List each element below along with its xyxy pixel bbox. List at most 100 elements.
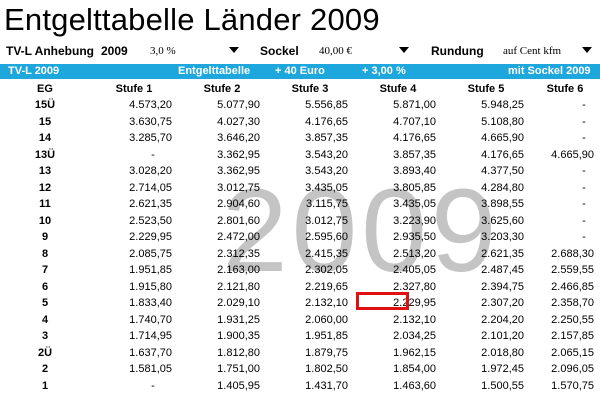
table-cell: 2.302,05 <box>305 264 348 277</box>
table-cell: - <box>582 181 586 194</box>
year-watermark: 2009 <box>222 165 501 297</box>
table-cell: 2.523,50 <box>129 214 172 227</box>
table-cell: - <box>582 165 586 178</box>
table-cell: 4.027,30 <box>217 115 260 128</box>
table-header-row: EG Stufe 1 Stufe 2 Stufe 3 Stufe 4 Stufe… <box>0 81 600 97</box>
anhebung-dropdown-icon[interactable] <box>229 47 239 53</box>
table-cell: 1.833,40 <box>129 297 172 310</box>
sockel-dropdown-icon[interactable] <box>399 47 409 53</box>
table-row: 10 2.523,50 2.801,60 3.012,75 3.223,90 3.625,… <box>0 213 600 230</box>
table-cell: 1.802,50 <box>305 363 348 376</box>
table-cell: 3.630,75 <box>129 115 172 128</box>
table-cell: 3.898,55 <box>481 198 524 211</box>
table-cell: 3.805,85 <box>393 181 436 194</box>
table-cell: 4.176,65 <box>305 115 348 128</box>
table-row: 12 2.714,05 3.012,75 3.435,05 3.805,85 4.284,… <box>0 180 600 197</box>
table-row: 15Ü 4.573,20 5.077,90 5.556,85 5.871,00 5.948… <box>0 97 600 114</box>
table-cell: - <box>582 99 586 112</box>
eg-cell: 12 <box>38 181 52 194</box>
eg-cell: 6 <box>41 280 49 293</box>
table-cell: 3.028,20 <box>129 165 172 178</box>
table-cell: 2.065,15 <box>551 346 594 359</box>
table-cell: 2.394,75 <box>481 280 524 293</box>
table-cell: 5.108,80 <box>481 115 524 128</box>
table-cell: 2.466,85 <box>551 280 594 293</box>
table-cell: 1.405,95 <box>217 379 260 392</box>
eg-cell: 15 <box>38 115 52 128</box>
table-cell: 2.219,65 <box>305 280 348 293</box>
eg-cell: 8 <box>41 247 49 260</box>
table-cell: 2.307,20 <box>481 297 524 310</box>
column-header: EG <box>37 83 53 95</box>
table-cell: 1.570,75 <box>551 379 594 392</box>
table-row: 8 2.085,75 2.312,35 2.415,35 2.513,20 2.621,3… <box>0 246 600 263</box>
eg-cell: 9 <box>41 231 49 244</box>
table-header-bar: TV-L 2009 Entgelttabelle + 40 Euro + 3,0… <box>0 64 600 79</box>
table-cell: 2.132,10 <box>305 297 348 310</box>
header-plus-euro: + 40 Euro <box>275 65 325 77</box>
table-cell: - <box>582 214 586 227</box>
table-cell: - <box>582 132 586 145</box>
salary-table: EG Stufe 1 Stufe 2 Stufe 3 Stufe 4 Stufe… <box>0 81 600 394</box>
table-cell: 2.935,50 <box>393 231 436 244</box>
table-cell: 3.435,05 <box>393 198 436 211</box>
page-title: Entgelttabelle Länder 2009 <box>4 2 380 37</box>
controls-bar: TV-L Anhebung 2009 3,0 % Sockel 40,00 € … <box>0 40 600 62</box>
table-cell: 1.812,80 <box>217 346 260 359</box>
column-header: Stufe 1 <box>115 83 153 95</box>
table-cell: 4.665,90 <box>551 148 594 161</box>
table-cell: 1.751,00 <box>217 363 260 376</box>
column-header: Stufe 3 <box>291 83 329 95</box>
table-row: 3 1.714,95 1.900,35 1.951,85 2.034,25 2.101,2… <box>0 328 600 345</box>
sockel-select-value[interactable]: 40,00 € <box>319 45 352 57</box>
table-cell: 4.176,65 <box>393 132 436 145</box>
table-cell: 3.285,70 <box>129 132 172 145</box>
rundung-label: Rundung <box>431 44 484 58</box>
table-cell: 1.740,70 <box>129 313 172 326</box>
eg-cell: 11 <box>39 198 51 211</box>
table-row: 6 1.915,80 2.121,80 2.219,65 2.327,80 2.394,7… <box>0 279 600 296</box>
column-header: Stufe 6 <box>546 83 584 95</box>
column-header: Stufe 5 <box>467 83 505 95</box>
eg-cell: 2Ü <box>37 346 53 359</box>
table-cell: 2.904,60 <box>217 198 260 211</box>
table-cell: 2.157,85 <box>551 330 594 343</box>
table-cell: - <box>582 231 586 244</box>
table-cell: 3.223,90 <box>393 214 436 227</box>
table-cell: 2.132,10 <box>393 313 436 326</box>
table-cell: 2.358,70 <box>551 297 594 310</box>
rundung-select-value[interactable]: auf Cent kfm <box>503 45 562 57</box>
table-cell: 3.893,40 <box>393 165 436 178</box>
rundung-dropdown-icon[interactable] <box>582 47 592 53</box>
table-cell: 2.714,05 <box>129 181 172 194</box>
table-cell: 5.556,85 <box>305 99 348 112</box>
table-cell: 4.377,50 <box>481 165 524 178</box>
table-row: 7 1.951,85 2.163,00 2.302,05 2.405,05 2.487,4… <box>0 262 600 279</box>
table-cell: 3.362,95 <box>217 165 260 178</box>
table-cell: 2.312,35 <box>217 247 260 260</box>
table-cell: 2.229,95 <box>393 297 436 310</box>
header-mit-sockel: mit Sockel 2009 <box>508 65 591 77</box>
table-cell: 4.665,90 <box>481 132 524 145</box>
eg-cell: 7 <box>41 264 49 277</box>
table-cell: - <box>582 198 586 211</box>
anhebung-select-value[interactable]: 3,0 % <box>150 45 176 57</box>
table-row: 2 1.581,05 1.751,00 1.802,50 1.854,00 1.972,4… <box>0 361 600 378</box>
table-cell: 3.362,95 <box>217 148 260 161</box>
table-cell: 2.121,80 <box>217 280 260 293</box>
table-row: 1 - 1.405,95 1.431,70 1.463,60 1.500,55 1.570,… <box>0 378 600 395</box>
eg-cell: 4 <box>41 313 49 326</box>
table-cell: 3.543,20 <box>305 165 348 178</box>
table-row: 9 2.229,95 2.472,00 2.595,60 2.935,50 3.203,3… <box>0 229 600 246</box>
table-cell: 4.176,65 <box>481 148 524 161</box>
table-cell: 1.463,60 <box>393 379 436 392</box>
eg-cell: 10 <box>38 214 52 227</box>
table-cell: 2.029,10 <box>217 297 260 310</box>
table-cell: 2.327,80 <box>393 280 436 293</box>
eg-cell: 13 <box>38 165 52 178</box>
table-cell: 2.688,30 <box>551 247 594 260</box>
table-row: 5 1.833,40 2.029,10 2.132,10 2.229,95 2.307,2… <box>0 295 600 312</box>
table-cell: 1.879,75 <box>305 346 348 359</box>
table-cell: 2.621,35 <box>481 247 524 260</box>
table-cell: 1.972,45 <box>481 363 524 376</box>
